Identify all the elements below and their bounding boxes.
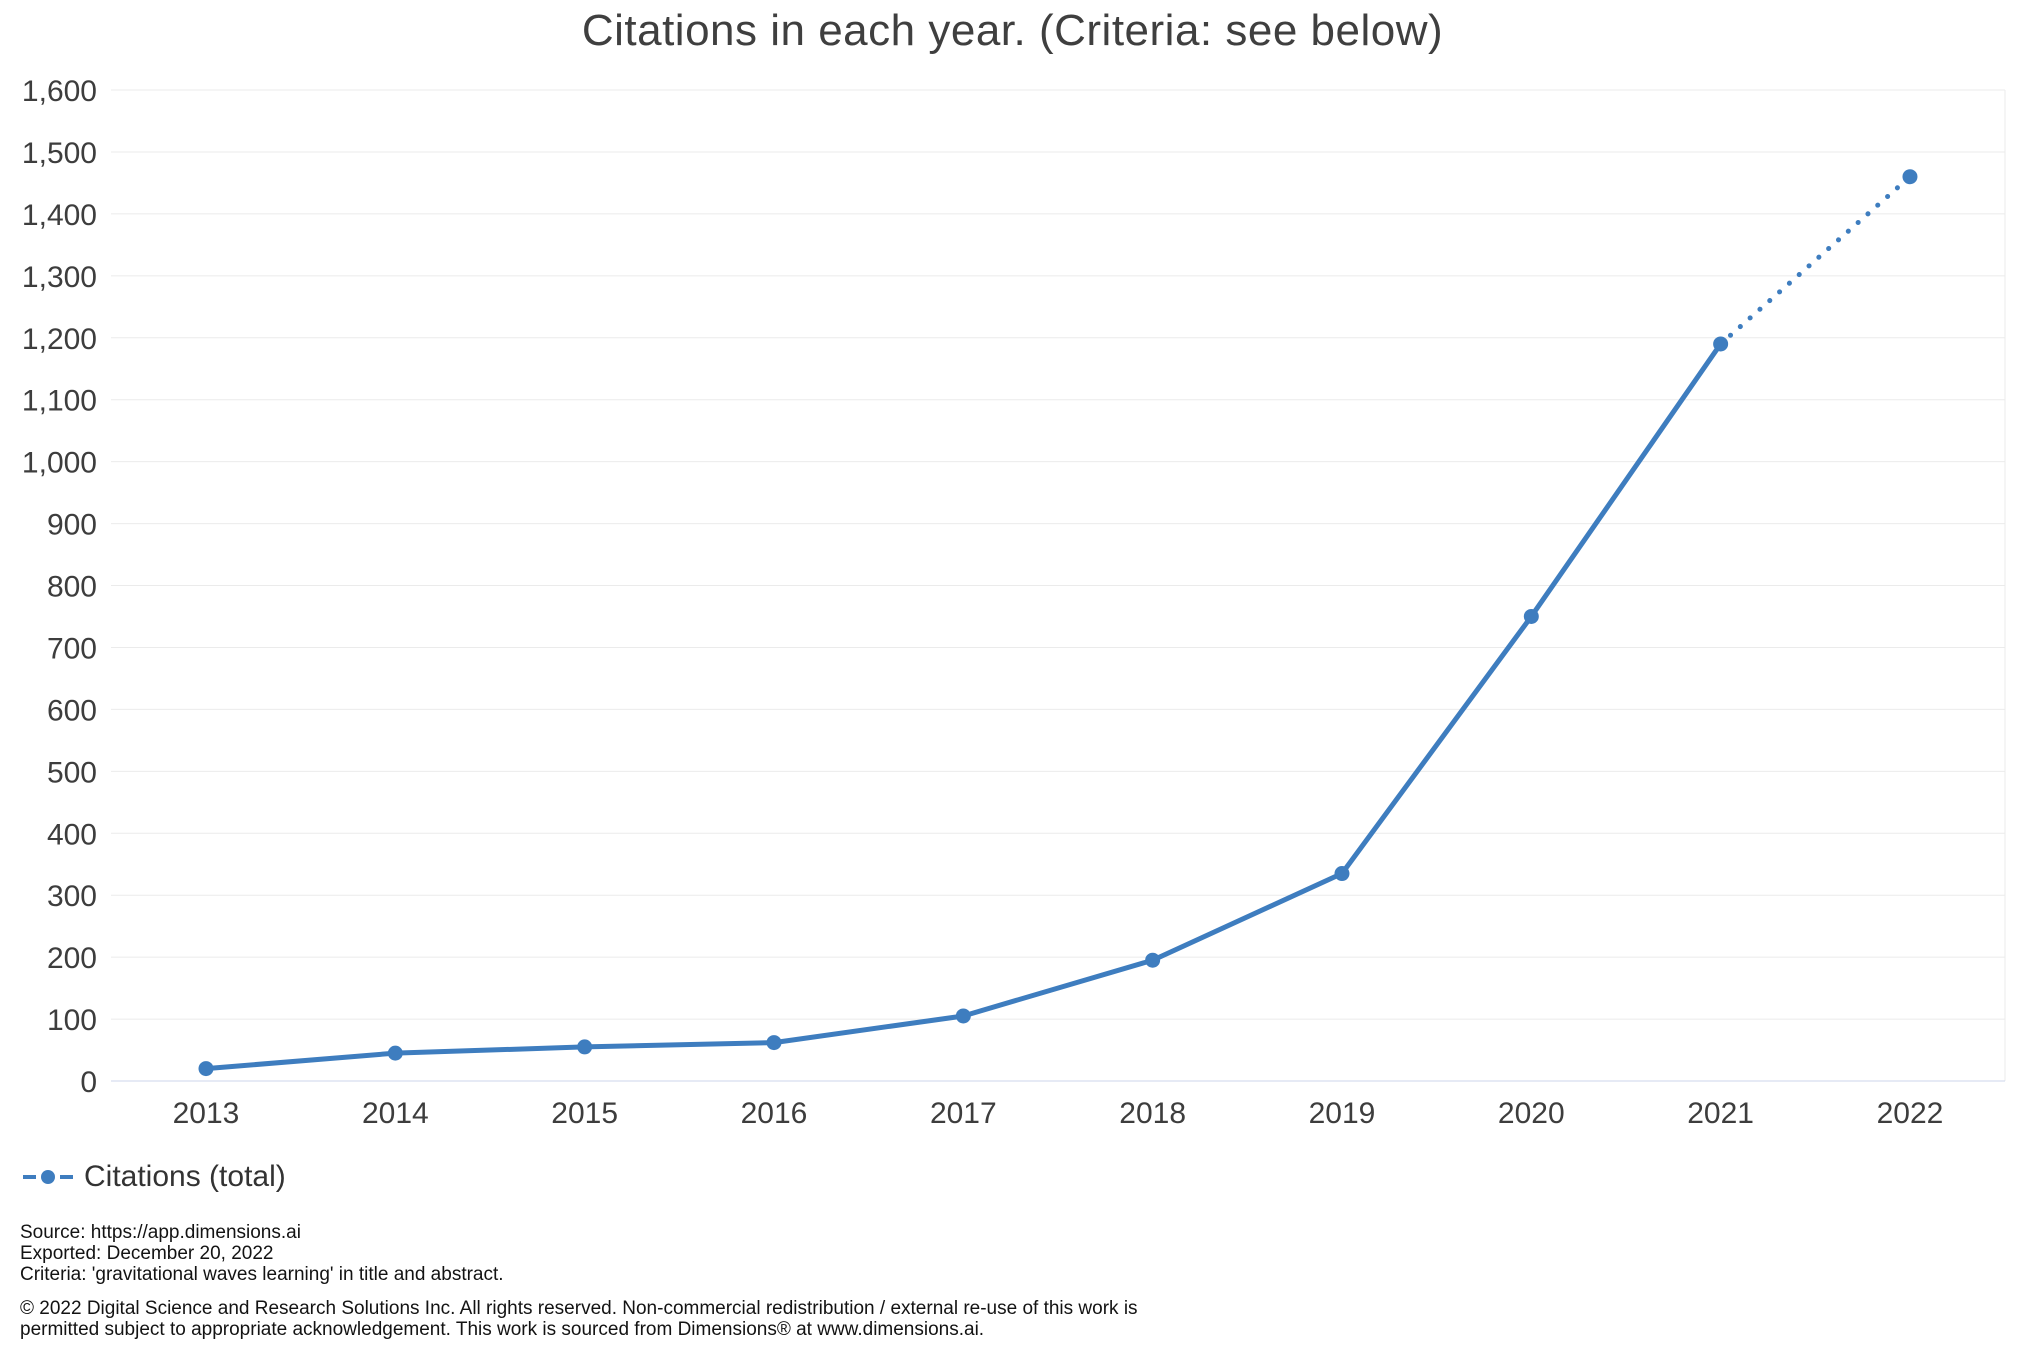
footer-exported-line: Exported: December 20, 2022 <box>20 1243 274 1264</box>
data-point-2020[interactable] <box>1523 608 1539 624</box>
data-point-2017[interactable] <box>955 1008 971 1024</box>
data-point-2014[interactable] <box>387 1045 403 1061</box>
data-point-2021[interactable] <box>1713 336 1729 352</box>
data-point-2022[interactable] <box>1902 169 1918 185</box>
x-axis-tick-label: 2020 <box>1498 1097 1565 1130</box>
y-axis-tick-label: 0 <box>80 1066 97 1099</box>
footer-copyright: © 2022 Digital Science and Research Solu… <box>20 1298 1138 1340</box>
y-axis-tick-label: 200 <box>47 942 97 975</box>
data-point-2016[interactable] <box>766 1035 782 1051</box>
x-axis-tick-label: 2016 <box>741 1097 808 1130</box>
line-chart: 0 100 200 300 400 500 600 700 800 900 1,000 1,100 1,… <box>22 75 2006 1130</box>
y-axis-tick-label: 1,300 <box>22 261 97 294</box>
x-axis-tick-label: 2019 <box>1309 1097 1376 1130</box>
y-axis-tick-label: 500 <box>47 756 97 789</box>
x-axis-tick-label: 2022 <box>1877 1097 1944 1130</box>
x-axis-tick-label: 2017 <box>930 1097 997 1130</box>
y-axis-tick-label: 900 <box>47 509 97 542</box>
data-point-2013[interactable] <box>198 1061 214 1077</box>
series-line-dotted <box>1718 174 1913 347</box>
footer-criteria-line: Criteria: 'gravitational waves learning'… <box>20 1264 504 1285</box>
y-axis-tick-label: 1,100 <box>22 385 97 418</box>
series-line-solid <box>205 342 1723 1072</box>
footer-meta: Source: https://app.dimensions.ai Export… <box>20 1222 504 1285</box>
y-axis-tick-label: 1,500 <box>22 137 97 170</box>
chart-title: Citations in each year. (Criteria: see b… <box>581 6 1444 55</box>
x-axis-tick-label: 2015 <box>551 1097 618 1130</box>
y-axis-tick-label: 1,000 <box>22 447 97 480</box>
y-axis-tick-label: 400 <box>47 818 97 851</box>
legend: Citations (total) <box>22 1160 286 1194</box>
y-axis-tick-label: 100 <box>47 1004 97 1037</box>
y-axis-tick-label: 1,200 <box>22 323 97 356</box>
y-axis-tick-label: 1,600 <box>22 75 97 108</box>
footer-source-line: Source: https://app.dimensions.ai <box>20 1222 301 1243</box>
y-axis-tick-label: 600 <box>47 694 97 727</box>
data-point-2019[interactable] <box>1334 866 1350 882</box>
y-axis-tick-label: 1,400 <box>22 199 97 232</box>
y-axis-tick-label: 300 <box>47 880 97 913</box>
footer-copyright-line-1: © 2022 Digital Science and Research Solu… <box>20 1298 1138 1319</box>
x-axis-tick-label: 2018 <box>1119 1097 1186 1130</box>
y-axis-tick-label: 800 <box>47 571 97 604</box>
data-point-2018[interactable] <box>1145 952 1161 968</box>
data-point-2015[interactable] <box>577 1039 593 1055</box>
x-axis-tick-label: 2013 <box>173 1097 240 1130</box>
x-axis-tick-label: 2021 <box>1687 1097 1754 1130</box>
x-axis-tick-label: 2014 <box>362 1097 429 1130</box>
footer-copyright-line-2: permitted subject to appropriate acknowl… <box>20 1319 985 1340</box>
legend-item[interactable]: Citations (total) <box>22 1160 286 1194</box>
y-axis-tick-label: 700 <box>47 632 97 665</box>
legend-marker-icon <box>23 1170 73 1184</box>
legend-label: Citations (total) <box>84 1160 286 1193</box>
